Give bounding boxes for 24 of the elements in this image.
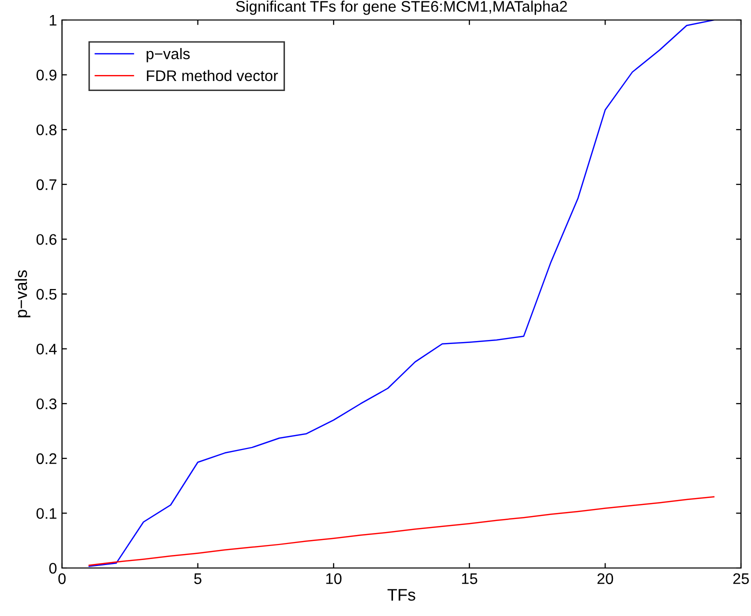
x-tick-label: 15 [462, 573, 478, 584]
y-axis-title: p−vals [14, 270, 30, 318]
y-tick-label: 0.3 [36, 398, 56, 410]
x-tick-label: 20 [597, 573, 614, 584]
x-tick-label: 0 [58, 573, 66, 584]
x-tick-label: 25 [733, 573, 749, 584]
y-tick-label: 0.2 [36, 453, 56, 464]
line-series [88, 20, 714, 567]
x-tick-label: 10 [326, 573, 342, 584]
y-tick-label: 0.9 [36, 70, 56, 80]
y-tick-label: 0.5 [36, 288, 56, 300]
y-tick-label: 0.8 [36, 124, 56, 136]
x-tick-label: 5 [194, 573, 202, 584]
x-axis-title: TFs [388, 589, 416, 601]
y-tick-label: 0.6 [36, 234, 56, 245]
legend-label: FDR method vector [146, 70, 278, 82]
y-tick-label: 0 [49, 562, 57, 574]
y-tick-label: 0.7 [36, 179, 56, 190]
y-tick-label: 0.1 [36, 508, 56, 519]
y-tick-label: 1 [50, 15, 56, 26]
legend-label: p−vals [146, 48, 190, 62]
line-series [88, 496, 714, 566]
chart-title: Significant TFs for gene STE6:MCM1,MATalpha2 [236, 0, 567, 15]
y-tick-label: 0.4 [36, 344, 57, 354]
